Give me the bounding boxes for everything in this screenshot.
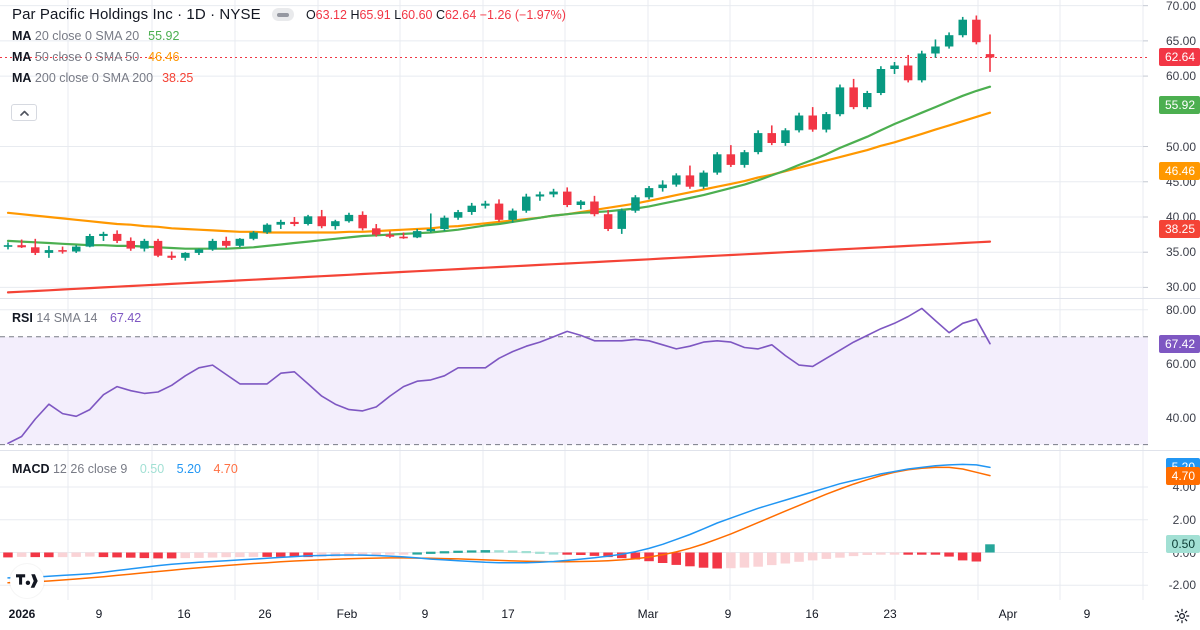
- tradingview-logo-icon: [16, 574, 38, 588]
- gear-icon[interactable]: [1174, 608, 1190, 624]
- ma-legend-name[interactable]: MA: [12, 71, 32, 85]
- time-axis-label: 9: [724, 607, 732, 621]
- macd-legend-params: 12 26 close 9: [52, 462, 128, 476]
- price-chart-canvas: [0, 0, 1148, 298]
- rsi-value-badge[interactable]: 67.42: [1158, 334, 1200, 353]
- visibility-toggle-icon[interactable]: [272, 8, 295, 22]
- close-value: 62.64: [444, 8, 477, 22]
- time-axis-label: 16: [805, 607, 819, 621]
- time-axis[interactable]: 2026 9 16 26 Feb 9 17 Mar 9 16 23 Apr 9: [0, 600, 1200, 630]
- macd-hist-badge[interactable]: 0.50: [1165, 535, 1200, 554]
- price-axis-tick: 60.00: [1165, 69, 1196, 84]
- time-axis-label: Apr: [998, 607, 1018, 621]
- price-axis-tick: 30.00: [1165, 280, 1196, 295]
- rsi-legend-params: 14 SMA 14: [36, 311, 98, 325]
- rsi-axis[interactable]: 80.00 60.00 40.00 67.42: [1148, 299, 1200, 450]
- price-pane[interactable]: [0, 0, 1148, 298]
- rsi-chart-canvas: [0, 299, 1148, 450]
- ma-legend-params: 20 close 0 SMA 20: [31, 29, 140, 43]
- macd-pane[interactable]: [0, 451, 1148, 600]
- macd-axis-tick: 2.00: [1172, 512, 1196, 527]
- time-axis-label: Feb: [336, 607, 358, 621]
- ma200-price-badge[interactable]: 38.25: [1158, 220, 1200, 239]
- tradingview-logo[interactable]: [10, 564, 44, 598]
- macd-histogram-value: 0.50: [139, 462, 165, 476]
- symbol-header-row: Par Pacific Holdings Inc · 1D · NYSE O63…: [12, 6, 566, 24]
- ma50-price-badge[interactable]: 46.46: [1158, 162, 1200, 181]
- time-axis-label: 26: [258, 607, 272, 621]
- rsi-axis-tick: 60.00: [1165, 356, 1196, 371]
- macd-axis-tick: -2.00: [1168, 578, 1196, 593]
- pane-separator-rsi-macd[interactable]: [0, 450, 1200, 451]
- ma-legend-value: 38.25: [162, 71, 194, 85]
- price-axis-tick: 50.00: [1165, 139, 1196, 154]
- time-axis-label: 23: [883, 607, 897, 621]
- rsi-legend-value: 67.42: [109, 311, 142, 325]
- ma-legend-params: 50 close 0 SMA 50: [31, 50, 140, 64]
- macd-legend: MACD 12 26 close 9 0.50 5.20 4.70: [12, 460, 238, 478]
- ma20-price-badge[interactable]: 55.92: [1158, 95, 1200, 114]
- ma-legend-row: MA 200 close 0 SMA 200 38.25: [12, 70, 566, 87]
- price-axis-tick: 35.00: [1165, 245, 1196, 260]
- macd-chart-canvas: [0, 451, 1148, 600]
- time-axis-label: 2026: [8, 607, 36, 621]
- time-axis-label: 9: [1083, 607, 1091, 621]
- ma-legend-row: MA 50 close 0 SMA 50 46.46: [12, 49, 566, 66]
- ma-legend-params: 200 close 0 SMA 200: [31, 71, 154, 85]
- price-axis[interactable]: 70.00 65.00 60.00 50.00 45.00 40.00 35.00 30.00…: [1148, 0, 1200, 298]
- macd-line-value: 5.20: [176, 462, 201, 476]
- macd-signal-badge[interactable]: 4.70: [1165, 466, 1200, 485]
- close-label: C: [435, 8, 445, 22]
- open-label: O: [305, 8, 316, 22]
- ma-legend-row: MA 20 close 0 SMA 20 55.92: [12, 28, 566, 45]
- low-value: 60.60: [401, 8, 433, 22]
- macd-signal-value: 4.70: [213, 462, 238, 476]
- symbol-title[interactable]: Par Pacific Holdings Inc · 1D · NYSE: [12, 6, 261, 23]
- chart-legend: Par Pacific Holdings Inc · 1D · NYSE O63…: [12, 6, 566, 87]
- ma-legend-name[interactable]: MA: [12, 50, 32, 64]
- high-value: 65.91: [359, 8, 391, 22]
- time-axis-label: 9: [421, 607, 429, 621]
- ma-legend-value: 46.46: [148, 50, 180, 64]
- chevron-up-icon: [19, 110, 29, 116]
- macd-axis[interactable]: 4.002.000.00-2.005.204.700.50: [1148, 451, 1200, 600]
- price-change: −1.26 (−1.97%): [479, 8, 566, 22]
- moving-average-legends: MA 20 close 0 SMA 20 55.92 MA 50 close 0 S…: [12, 28, 566, 87]
- time-axis-label: 16: [177, 607, 191, 621]
- rsi-axis-tick: 40.00: [1165, 410, 1196, 425]
- rsi-legend: RSI 14 SMA 14 67.42: [12, 309, 141, 327]
- ma-legend-name[interactable]: MA: [12, 29, 32, 43]
- rsi-pane[interactable]: [0, 299, 1148, 450]
- time-axis-label: 9: [95, 607, 103, 621]
- macd-legend-name[interactable]: MACD: [12, 462, 50, 476]
- rsi-legend-name[interactable]: RSI: [12, 311, 33, 325]
- last-price-badge[interactable]: 62.64: [1158, 48, 1200, 67]
- ohlc-values: O63.12 H65.91 L60.60 C62.64 −1.26 (−1.97…: [306, 8, 566, 22]
- time-axis-label: Mar: [637, 607, 659, 621]
- ma-legend-value: 55.92: [148, 29, 180, 43]
- rsi-axis-tick: 80.00: [1165, 302, 1196, 317]
- pane-separator-price-rsi[interactable]: [0, 298, 1200, 299]
- low-label: L: [394, 8, 402, 22]
- open-value: 63.12: [315, 8, 347, 22]
- price-axis-tick: 70.00: [1165, 0, 1196, 13]
- price-axis-tick: 65.00: [1165, 33, 1196, 48]
- time-axis-label: 17: [501, 607, 515, 621]
- high-label: H: [350, 8, 360, 22]
- collapse-legend-button[interactable]: [11, 104, 37, 121]
